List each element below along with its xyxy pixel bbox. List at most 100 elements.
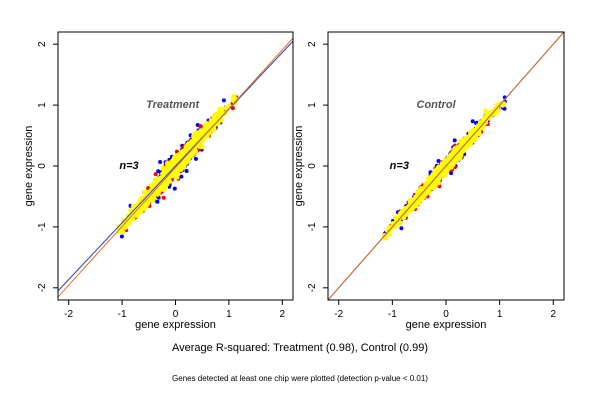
x-tick-label: 1 <box>226 309 232 320</box>
x-tick-label: -1 <box>118 309 127 320</box>
yellow-point <box>183 145 189 150</box>
yellow-point <box>413 203 419 209</box>
x-tick-label: 2 <box>280 309 286 320</box>
blue-point <box>436 159 441 163</box>
y-tick-label: -1 <box>307 222 318 231</box>
blue-point <box>452 138 457 143</box>
y-tick-label: 0 <box>37 163 48 169</box>
red-point <box>198 124 203 129</box>
yellow-point <box>422 192 427 198</box>
x-tick-label: 0 <box>173 309 179 320</box>
yellow-point <box>174 156 180 162</box>
yellow-point <box>446 166 451 172</box>
yellow-point <box>391 221 397 227</box>
y-tick-label: 2 <box>37 41 48 47</box>
blue-point <box>179 174 184 179</box>
yellow-point <box>403 206 409 211</box>
blue-point <box>221 98 226 103</box>
y-tick-label: -2 <box>37 283 48 292</box>
sample-size-label: n=3 <box>119 160 138 172</box>
red-fit-line <box>328 32 564 300</box>
y-tick-label: 1 <box>307 102 318 108</box>
y-tick-label: -2 <box>307 283 318 292</box>
x-tick-label: 1 <box>497 309 503 320</box>
yellow-point <box>386 231 392 237</box>
x-tick-label: -2 <box>64 309 73 320</box>
yellow-point <box>429 179 434 184</box>
yellow-point <box>118 228 124 234</box>
x-tick-label: -1 <box>388 309 397 320</box>
x-axis-title: gene expression <box>135 319 216 331</box>
yellow-point <box>144 190 150 195</box>
yellow-point <box>196 134 201 140</box>
footnote-caption: Genes detected at least one chip were pl… <box>172 374 428 383</box>
treatment-panel: -2 -1 0 1 2 -2 -1 0 1 2 gene expression gene expres… <box>23 31 294 331</box>
yellow-point <box>174 174 180 180</box>
r-squared-caption: Average R-squared: Treatment (0.98), Con… <box>172 342 428 354</box>
panel-title: Treatment <box>146 99 200 111</box>
yellow-point <box>495 107 500 112</box>
x-tick-label: 0 <box>443 309 449 320</box>
yellow-point <box>192 136 198 142</box>
yellow-point <box>193 131 198 137</box>
yellow-point <box>407 197 413 203</box>
control-panel: -2 -1 0 1 2 -2 -1 0 1 2 gene expression gene expres… <box>293 31 565 331</box>
yellow-point <box>450 151 456 156</box>
panel-title: Control <box>417 99 457 111</box>
yellow-point <box>413 194 418 200</box>
blue-point <box>470 119 475 124</box>
blue-point <box>155 199 160 204</box>
blue-point <box>158 160 163 164</box>
yellow-point <box>209 122 214 127</box>
yellow-point <box>417 197 423 203</box>
plot-area <box>328 32 564 300</box>
blue-point <box>399 226 404 231</box>
red-fit-line <box>58 37 293 298</box>
yellow-point <box>141 201 147 207</box>
y-tick-label: 1 <box>37 102 48 108</box>
blue-fit-line <box>58 40 293 292</box>
red-point <box>161 195 166 200</box>
y-tick-label: 2 <box>307 41 318 47</box>
yellow-point <box>200 135 206 141</box>
y-tick-label: -1 <box>37 222 48 231</box>
yellow-point <box>436 170 442 175</box>
yellow-point <box>197 129 203 134</box>
yellow-point <box>190 140 196 146</box>
x-tick-label: 2 <box>550 309 556 320</box>
y-axis-title: gene expression <box>293 126 305 207</box>
sample-size-label: n=3 <box>390 160 409 172</box>
yellow-point <box>179 163 185 169</box>
yellow-point <box>458 153 464 158</box>
red-point <box>153 172 158 177</box>
yellow-point <box>395 221 401 227</box>
yellow-point <box>483 108 488 114</box>
red-point <box>230 106 235 111</box>
blue-point <box>193 156 198 161</box>
yellow-point <box>487 114 493 120</box>
yellow-point <box>444 161 450 167</box>
y-axis-title: gene expression <box>23 126 35 207</box>
plot-area <box>58 37 293 298</box>
yellow-point <box>130 203 136 209</box>
x-tick-label: -2 <box>334 309 343 320</box>
y-tick-label: 0 <box>307 163 318 169</box>
x-axis-title: gene expression <box>406 319 487 331</box>
yellow-point <box>157 178 163 184</box>
yellow-point <box>211 127 217 133</box>
yellow-point <box>186 156 192 162</box>
yellow-point <box>230 96 236 102</box>
yellow-point <box>423 188 428 194</box>
yellow-point <box>201 129 207 135</box>
yellow-point <box>130 216 136 222</box>
blue-point <box>119 234 124 239</box>
blue-point <box>184 169 189 173</box>
yellow-point <box>465 134 471 140</box>
yellow-point <box>143 196 149 202</box>
yellow-point <box>137 203 143 209</box>
yellow-point <box>218 109 223 115</box>
yellow-point <box>468 131 474 137</box>
blue-point <box>172 186 177 191</box>
yellow-point <box>382 235 387 240</box>
